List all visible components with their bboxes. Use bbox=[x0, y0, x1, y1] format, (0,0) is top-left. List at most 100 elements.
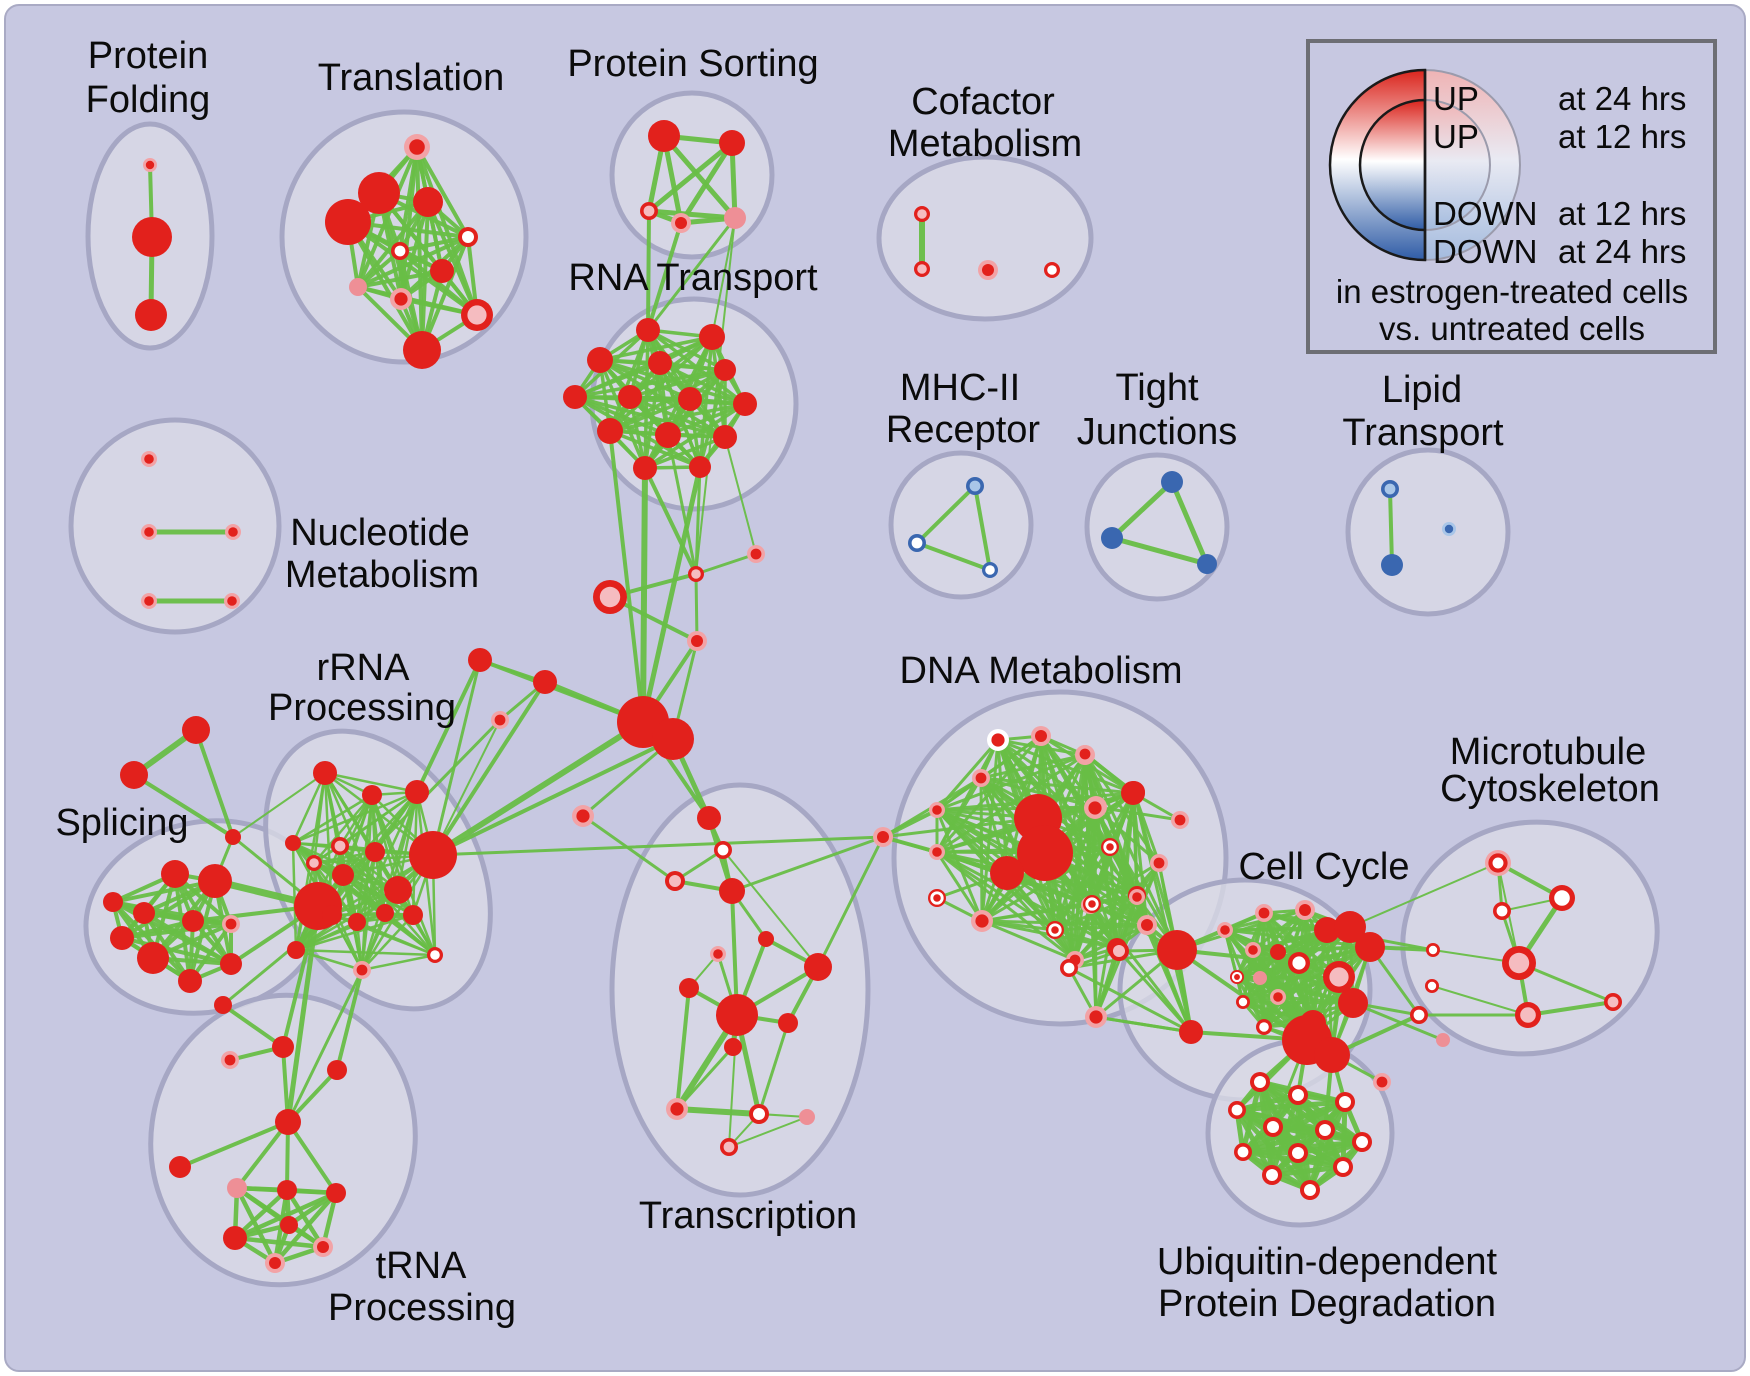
network-node bbox=[687, 631, 707, 651]
network-node bbox=[699, 324, 725, 350]
network-node bbox=[143, 158, 157, 172]
network-edge bbox=[1094, 790, 1136, 1019]
network-node bbox=[1502, 946, 1536, 980]
network-node bbox=[332, 864, 354, 886]
network-node bbox=[593, 580, 627, 614]
network-node bbox=[198, 864, 232, 898]
network-node bbox=[714, 359, 736, 381]
network-edge bbox=[1067, 752, 1087, 970]
network-edge bbox=[431, 737, 675, 857]
network-edge bbox=[675, 986, 691, 1111]
network-edge bbox=[674, 1106, 762, 1117]
network-node bbox=[1426, 943, 1440, 957]
network-node bbox=[224, 593, 240, 609]
cluster-label-mh: MHC-II bbox=[900, 367, 1020, 409]
network-node bbox=[1270, 989, 1286, 1005]
cluster-label-lt: Lipid bbox=[1382, 369, 1462, 411]
network-node bbox=[413, 187, 443, 217]
network-edge bbox=[646, 216, 737, 332]
network-node bbox=[719, 130, 745, 156]
network-edge bbox=[1132, 790, 1139, 897]
network-node bbox=[873, 827, 893, 847]
network-node bbox=[688, 566, 704, 582]
network-edge bbox=[430, 719, 646, 858]
network-edge bbox=[675, 1045, 735, 1111]
network-edge bbox=[728, 1116, 808, 1148]
cluster-label-nm: Nucleotide bbox=[290, 512, 470, 554]
network-edge bbox=[694, 465, 702, 576]
network-node bbox=[285, 835, 301, 851]
network-edge bbox=[1388, 487, 1394, 567]
network-edge bbox=[935, 850, 984, 923]
network-node bbox=[1123, 781, 1145, 803]
network-edge bbox=[272, 1190, 339, 1266]
network-node bbox=[137, 942, 169, 974]
legend-row-label: DOWN bbox=[1433, 195, 1537, 232]
network-edge bbox=[1223, 928, 1372, 949]
network-node bbox=[987, 729, 1009, 751]
network-edge bbox=[1175, 948, 1309, 1042]
network-edge bbox=[1093, 806, 1161, 865]
network-edge bbox=[935, 850, 1119, 950]
cluster-label-mh: Receptor bbox=[886, 409, 1041, 451]
network-node bbox=[1150, 854, 1168, 872]
legend-caption-line2: vs. untreated cells bbox=[1379, 310, 1645, 347]
network-edge bbox=[132, 773, 235, 839]
network-edge bbox=[881, 835, 1009, 875]
network-edge bbox=[1090, 902, 1193, 1034]
network-edge bbox=[695, 217, 736, 575]
network-node bbox=[430, 259, 454, 283]
network-edge bbox=[291, 771, 327, 845]
network-node bbox=[227, 1178, 247, 1198]
network-node bbox=[327, 1060, 347, 1080]
network-edge bbox=[1223, 928, 1266, 1029]
network-node bbox=[384, 876, 412, 904]
network-node bbox=[358, 172, 400, 214]
network-edge bbox=[816, 835, 885, 969]
legend-row-time: at 12 hrs bbox=[1558, 118, 1686, 155]
network-node bbox=[966, 477, 984, 495]
network-edge bbox=[398, 235, 470, 253]
network-edge bbox=[979, 753, 1087, 780]
network-node bbox=[110, 926, 134, 950]
network-node bbox=[1084, 797, 1106, 819]
network-edge bbox=[979, 776, 1135, 795]
network-node bbox=[1436, 1033, 1450, 1047]
cluster-label-cc: Cell Cycle bbox=[1238, 846, 1409, 888]
network-edge bbox=[1090, 861, 1161, 906]
cluster-ellipse-nm bbox=[68, 417, 282, 635]
network-node bbox=[120, 761, 148, 789]
network-node bbox=[1076, 745, 1094, 763]
network-edge bbox=[431, 658, 482, 857]
network-node bbox=[597, 418, 623, 444]
network-edge bbox=[432, 719, 501, 856]
network-node bbox=[1101, 527, 1123, 549]
network-node bbox=[1262, 1165, 1282, 1185]
network-node bbox=[468, 648, 492, 672]
network-node bbox=[1179, 1020, 1203, 1044]
network-node bbox=[697, 806, 721, 830]
network-node bbox=[1044, 262, 1060, 278]
network-node bbox=[1017, 825, 1073, 881]
cluster-label-pf: Folding bbox=[86, 79, 211, 121]
network-node bbox=[1109, 941, 1129, 961]
network-edge bbox=[120, 922, 233, 940]
network-edge bbox=[757, 1021, 790, 1116]
network-edge bbox=[996, 738, 1139, 897]
network-edge bbox=[415, 658, 482, 794]
network-node bbox=[618, 385, 642, 409]
network-edge bbox=[431, 835, 885, 857]
network-node bbox=[222, 915, 240, 933]
network-edge bbox=[1276, 945, 1372, 954]
network-node bbox=[322, 905, 342, 925]
network-edge bbox=[312, 793, 374, 865]
cluster-label-tn: Processing bbox=[328, 1287, 516, 1329]
cluster-ellipse-tj bbox=[1084, 452, 1230, 602]
network-edge bbox=[1109, 479, 1175, 541]
network-edge bbox=[646, 221, 683, 332]
network-node bbox=[326, 1183, 346, 1203]
network-edge bbox=[335, 968, 364, 1072]
network-node bbox=[1323, 961, 1355, 993]
network-edge bbox=[356, 269, 444, 289]
network-node bbox=[313, 761, 337, 785]
